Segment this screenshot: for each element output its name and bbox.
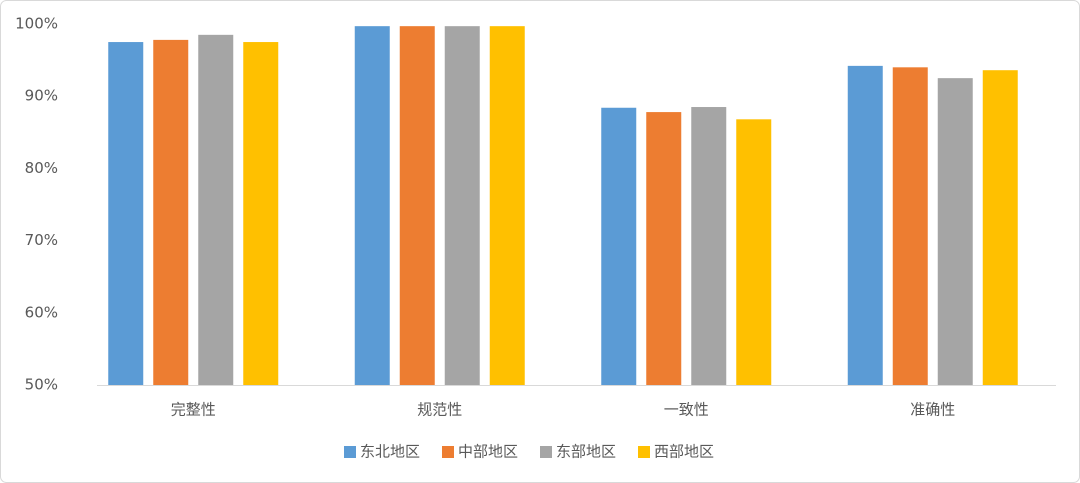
legend-swatch	[344, 446, 356, 458]
bar	[937, 78, 973, 386]
legend-swatch	[540, 446, 552, 458]
legend-swatch	[442, 446, 454, 458]
bar	[691, 107, 727, 385]
bar	[601, 107, 637, 385]
legend-label: 西部地区	[654, 443, 714, 461]
x-tick-label: 完整性	[171, 401, 216, 419]
bar	[646, 112, 682, 386]
legend-label: 东部地区	[556, 443, 616, 461]
x-tick-label: 规范性	[417, 401, 462, 419]
bar	[153, 39, 189, 385]
legend-swatch	[638, 446, 650, 458]
y-tick-label: 90%	[25, 87, 58, 105]
x-tick-label: 准确性	[910, 401, 955, 419]
legend-label: 中部地区	[458, 443, 518, 461]
bar	[489, 26, 525, 385]
y-tick-label: 60%	[25, 303, 58, 321]
bar	[399, 26, 435, 385]
bar	[847, 65, 883, 385]
bar	[108, 42, 144, 386]
y-tick-label: 50%	[25, 376, 58, 394]
legend-label: 东北地区	[360, 443, 420, 461]
bar	[892, 67, 928, 385]
bar	[982, 70, 1018, 385]
bar	[444, 26, 480, 385]
bar	[354, 26, 390, 385]
y-tick-label: 100%	[15, 15, 58, 33]
x-tick-label: 一致性	[664, 401, 709, 419]
y-tick-label: 70%	[25, 231, 58, 249]
bar	[198, 34, 234, 386]
bar	[736, 119, 772, 385]
bar	[243, 42, 279, 386]
y-tick-label: 80%	[25, 159, 58, 177]
